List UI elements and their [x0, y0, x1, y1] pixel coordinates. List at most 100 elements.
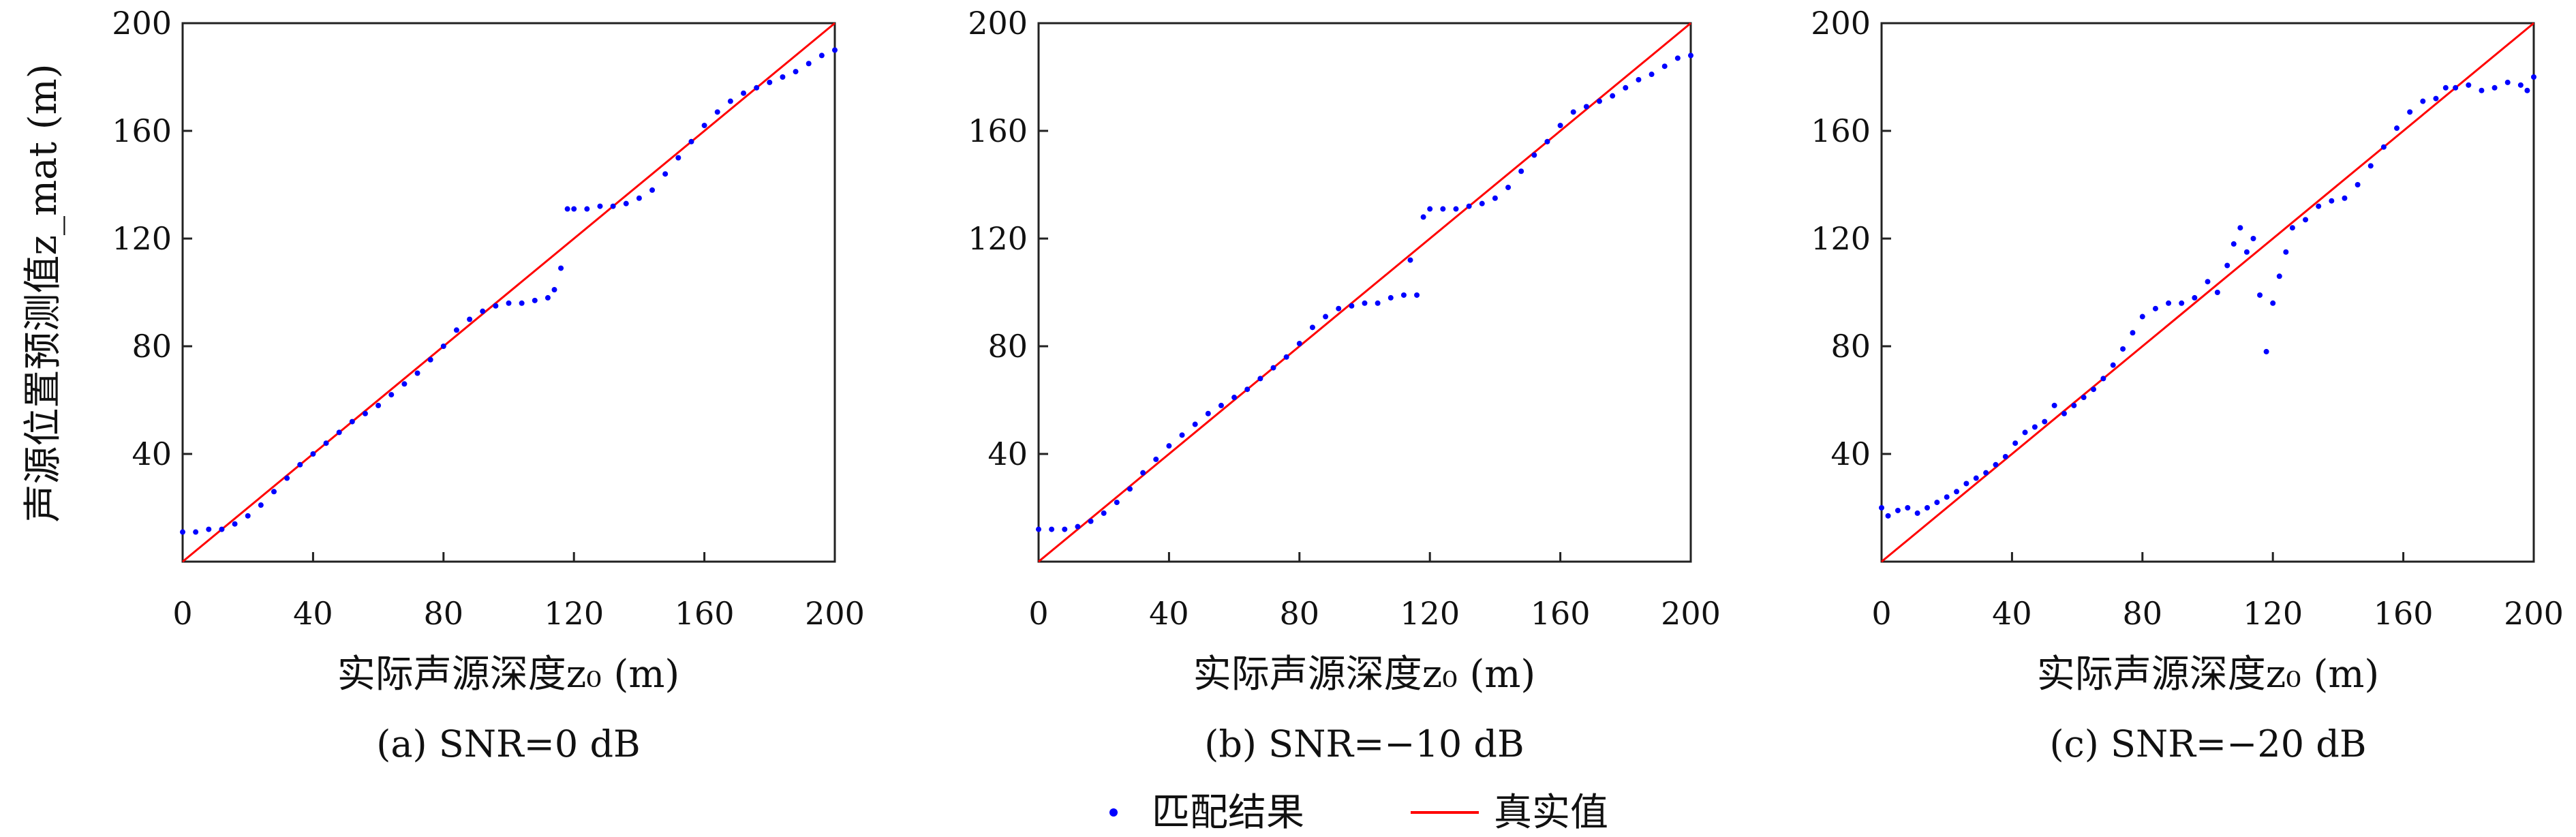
match-point-b-11	[1179, 432, 1185, 438]
match-point-a-36	[623, 200, 629, 207]
match-point-c-20	[2071, 402, 2077, 408]
match-point-b-33	[1440, 206, 1446, 212]
match-point-c-17	[2042, 418, 2048, 425]
match-point-a-39	[662, 171, 669, 177]
match-point-c-62	[2517, 82, 2524, 88]
match-point-c-4	[1914, 510, 1920, 516]
match-point-c-40	[2263, 348, 2269, 354]
caption-a: (a) SNR=0 dB	[376, 722, 640, 765]
y-tick-label-c-1: 80	[1830, 328, 1871, 365]
match-point-b-21	[1309, 324, 1315, 331]
match-point-b-5	[1101, 510, 1107, 516]
match-point-b-45	[1597, 98, 1603, 104]
match-point-a-47	[767, 79, 773, 85]
match-point-c-21	[2081, 395, 2087, 401]
legend-line-label: 真实值	[1494, 791, 1608, 835]
match-point-a-31	[564, 206, 570, 212]
match-point-b-14	[1218, 402, 1224, 408]
match-point-b-51	[1674, 55, 1681, 61]
x-tick-label-b-3: 120	[1400, 595, 1460, 632]
match-point-b-47	[1623, 85, 1629, 91]
match-point-a-42	[701, 123, 707, 129]
plot-frame-b	[1037, 22, 1692, 563]
match-point-c-24	[2110, 362, 2116, 368]
match-point-b-17	[1257, 376, 1263, 382]
match-point-a-29	[551, 287, 557, 293]
match-point-a-5	[245, 513, 251, 519]
match-point-b-10	[1166, 443, 1172, 449]
match-point-c-39	[2257, 292, 2263, 298]
match-point-c-57	[2453, 85, 2459, 91]
x-axis-label-b: 实际声源深度z₀ (m)	[1193, 652, 1536, 697]
match-point-c-43	[2283, 249, 2289, 255]
match-point-a-4	[232, 521, 238, 527]
match-point-a-52	[832, 47, 838, 53]
match-point-c-0	[1879, 505, 1884, 511]
match-point-a-50	[806, 61, 812, 67]
x-tick-label-a-3: 120	[544, 595, 604, 632]
plot-frame-a	[181, 22, 836, 563]
match-point-a-23	[480, 308, 486, 314]
x-tick-label-c-3: 120	[2243, 595, 2303, 632]
match-point-b-34	[1453, 206, 1459, 212]
match-point-b-3	[1075, 523, 1081, 530]
y-tick-label-c-3: 160	[1811, 112, 1871, 149]
match-point-c-19	[2061, 410, 2067, 416]
match-point-a-30	[558, 265, 564, 271]
match-point-c-18	[2051, 402, 2057, 408]
match-point-a-16	[388, 392, 395, 398]
marks-a	[180, 22, 838, 563]
match-point-b-27	[1387, 294, 1394, 301]
match-point-c-26	[2130, 330, 2136, 336]
match-point-c-33	[2214, 290, 2220, 295]
ticks-b: 0 40 80 120 160 200 40 80 120 160 200	[968, 5, 1721, 632]
match-point-c-49	[2355, 182, 2361, 187]
x-tick-label-c-2: 80	[2123, 595, 2163, 632]
match-point-c-16	[2031, 424, 2038, 430]
true-value-line-a	[182, 22, 835, 563]
match-point-b-31	[1420, 214, 1426, 220]
x-tick-label-c-5: 200	[2504, 595, 2564, 632]
match-point-a-18	[414, 370, 420, 376]
match-point-c-29	[2166, 300, 2172, 306]
match-point-c-6	[1934, 500, 1940, 506]
x-tick-label-a-5: 200	[805, 595, 865, 632]
match-point-c-51	[2380, 144, 2387, 150]
match-point-c-50	[2367, 163, 2374, 169]
match-point-b-23	[1336, 305, 1342, 311]
match-point-c-2	[1895, 507, 1901, 513]
match-point-c-1	[1885, 513, 1891, 519]
match-point-c-37	[2243, 249, 2250, 255]
match-point-b-18	[1270, 365, 1276, 371]
y-tick-label-a-0: 40	[132, 436, 172, 472]
match-point-b-29	[1407, 257, 1413, 263]
match-point-c-32	[2205, 279, 2211, 285]
match-point-a-34	[597, 203, 603, 209]
match-point-a-45	[741, 90, 747, 96]
match-point-c-54	[2420, 98, 2426, 104]
match-point-c-12	[1993, 461, 1999, 468]
match-point-c-48	[2342, 195, 2348, 201]
y-tick-label-a-2: 120	[112, 220, 172, 257]
match-point-b-52	[1688, 52, 1693, 59]
match-point-a-38	[649, 187, 656, 193]
match-point-b-42	[1557, 123, 1563, 129]
match-point-c-42	[2276, 273, 2282, 279]
match-point-b-13	[1205, 410, 1211, 416]
match-point-a-41	[688, 138, 694, 144]
match-point-b-43	[1570, 109, 1576, 115]
match-point-b-19	[1283, 354, 1289, 360]
match-point-a-48	[780, 74, 786, 80]
match-point-b-35	[1466, 203, 1472, 209]
match-point-b-41	[1544, 138, 1550, 144]
marks-c	[1879, 22, 2536, 563]
match-point-b-15	[1231, 395, 1238, 401]
match-point-c-13	[2002, 453, 2008, 459]
match-point-c-46	[2316, 203, 2322, 209]
x-tick-label-c-0: 0	[1871, 595, 1891, 632]
match-point-b-9	[1153, 456, 1159, 462]
match-point-a-51	[818, 52, 825, 59]
match-point-b-4	[1088, 518, 1094, 524]
match-point-a-12	[336, 429, 342, 436]
